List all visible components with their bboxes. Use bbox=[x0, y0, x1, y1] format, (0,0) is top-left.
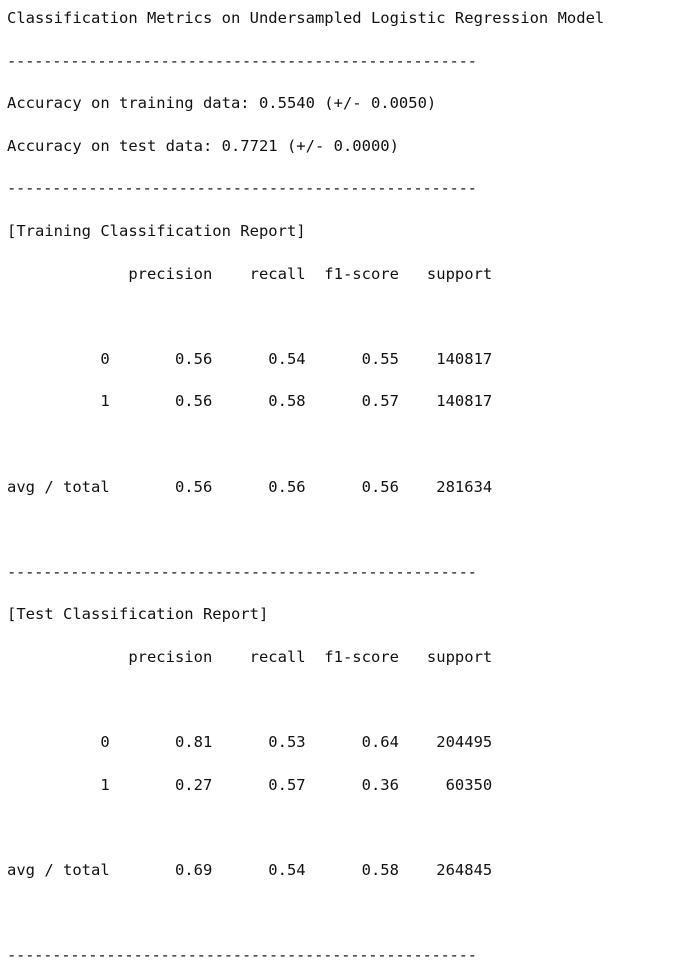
console-output: Classification Metrics on Undersampled L… bbox=[7, 8, 604, 974]
blank-line bbox=[7, 690, 604, 711]
test-report-heading: [Test Classification Report] bbox=[7, 605, 269, 624]
blank-line bbox=[7, 519, 604, 540]
test-report-row-class-0: 0 0.81 0.53 0.64 204495 bbox=[7, 733, 493, 752]
blank-line bbox=[7, 306, 604, 327]
separator-line: ----------------------------------------… bbox=[7, 946, 477, 965]
blank-line bbox=[7, 434, 604, 455]
training-report-header-row: precision recall f1-score support bbox=[7, 264, 493, 283]
test-report-header-row: precision recall f1-score support bbox=[7, 647, 493, 666]
blank-line bbox=[7, 902, 604, 923]
separator-line: ----------------------------------------… bbox=[7, 51, 477, 70]
training-report-avg-total-row: avg / total 0.56 0.56 0.56 281634 bbox=[7, 477, 493, 496]
training-accuracy-line: Accuracy on training data: 0.5540 (+/- 0… bbox=[7, 94, 437, 113]
output-title: Classification Metrics on Undersampled L… bbox=[7, 9, 605, 27]
training-report-heading: [Training Classification Report] bbox=[7, 221, 306, 240]
blank-line bbox=[7, 817, 604, 838]
test-accuracy-line: Accuracy on test data: 0.7721 (+/- 0.000… bbox=[7, 136, 399, 155]
separator-line: ----------------------------------------… bbox=[7, 562, 477, 581]
separator-line: ----------------------------------------… bbox=[7, 179, 477, 198]
test-report-row-class-1: 1 0.27 0.57 0.36 60350 bbox=[7, 775, 493, 794]
training-report-row-class-0: 0 0.56 0.54 0.55 140817 bbox=[7, 349, 493, 368]
training-report-row-class-1: 1 0.56 0.58 0.57 140817 bbox=[7, 392, 493, 411]
test-report-avg-total-row: avg / total 0.69 0.54 0.58 264845 bbox=[7, 860, 493, 879]
